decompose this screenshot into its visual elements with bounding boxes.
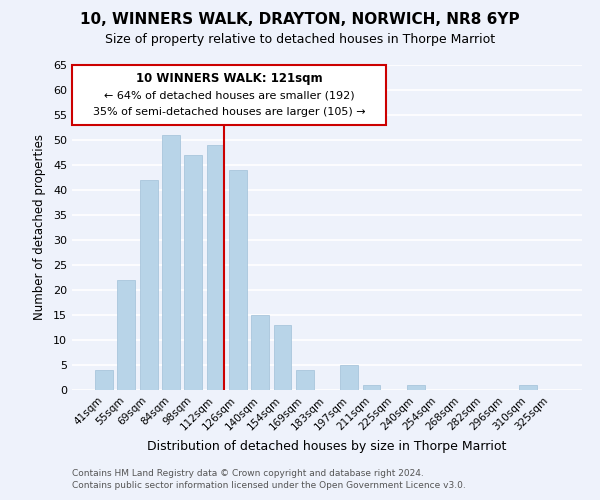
Bar [140,180,158,390]
Text: 10 WINNERS WALK: 121sqm: 10 WINNERS WALK: 121sqm [136,72,322,85]
Bar [340,365,358,390]
Bar [95,370,113,390]
Bar [251,315,269,390]
Text: 10, WINNERS WALK, DRAYTON, NORWICH, NR8 6YP: 10, WINNERS WALK, DRAYTON, NORWICH, NR8 … [80,12,520,28]
Bar [296,370,314,390]
Bar [229,170,247,390]
Bar [206,145,224,390]
Y-axis label: Number of detached properties: Number of detached properties [33,134,46,320]
Text: Contains HM Land Registry data © Crown copyright and database right 2024.: Contains HM Land Registry data © Crown c… [72,468,424,477]
Text: Size of property relative to detached houses in Thorpe Marriot: Size of property relative to detached ho… [105,32,495,46]
Text: 35% of semi-detached houses are larger (105) →: 35% of semi-detached houses are larger (… [92,108,365,117]
Text: ← 64% of detached houses are smaller (192): ← 64% of detached houses are smaller (19… [104,90,354,101]
Bar [184,155,202,390]
FancyBboxPatch shape [72,65,386,125]
Bar [274,325,292,390]
Bar [518,385,536,390]
Bar [118,280,136,390]
X-axis label: Distribution of detached houses by size in Thorpe Marriot: Distribution of detached houses by size … [148,440,506,453]
Bar [407,385,425,390]
Text: Contains public sector information licensed under the Open Government Licence v3: Contains public sector information licen… [72,481,466,490]
Bar [162,135,180,390]
Bar [362,385,380,390]
